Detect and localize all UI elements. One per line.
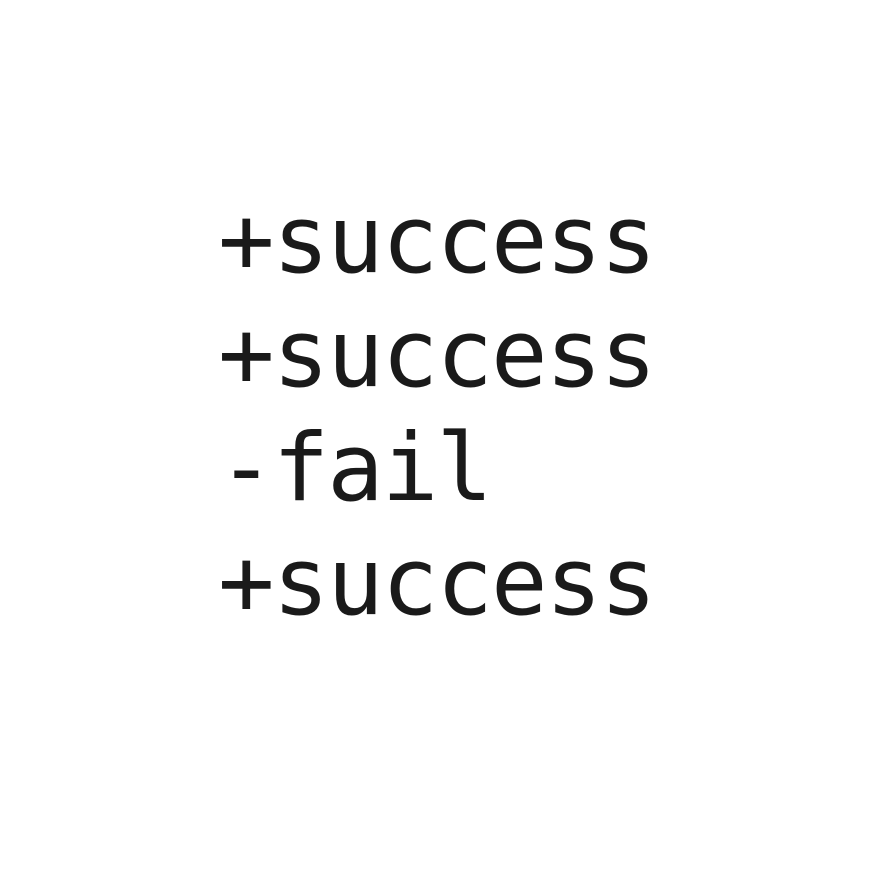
result-list: +success +success -fail +success [218, 184, 657, 640]
result-line-3: -fail [218, 414, 493, 523]
result-line-1: +success [218, 186, 657, 295]
result-line-2: +success [218, 300, 657, 409]
result-line-4: +success [218, 528, 657, 637]
